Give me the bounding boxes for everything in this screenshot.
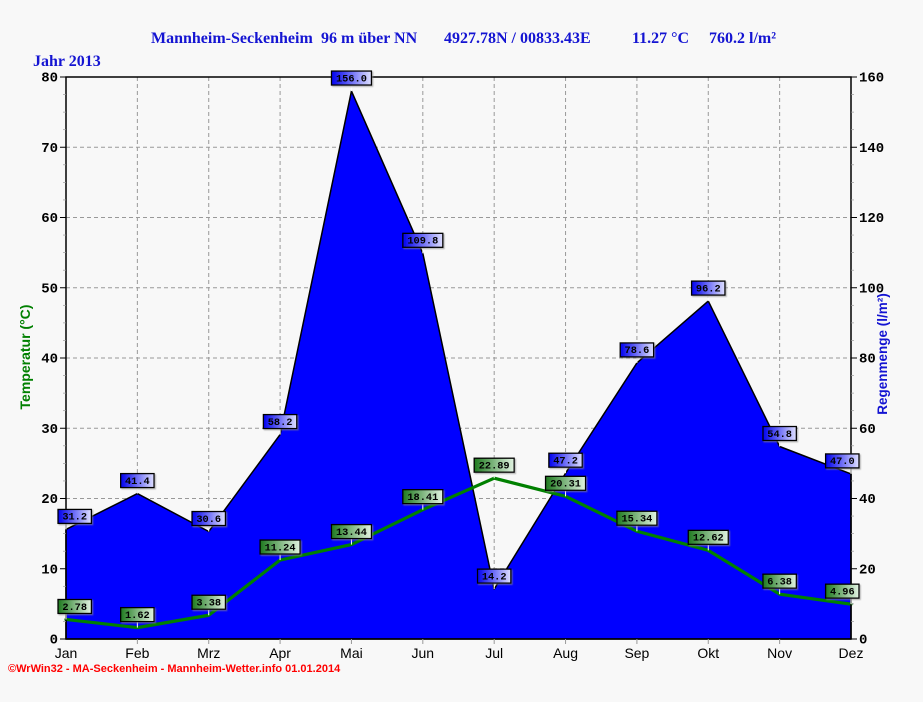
svg-text:©WrWin32 - MA-Seckenheim - Man: ©WrWin32 - MA-Seckenheim - Mannheim-Wett…: [8, 663, 341, 675]
svg-text:Apr: Apr: [269, 645, 291, 661]
svg-text:3.38: 3.38: [196, 598, 221, 610]
svg-text:140: 140: [859, 141, 884, 157]
svg-text:1.62: 1.62: [125, 610, 150, 622]
svg-text:13.44: 13.44: [336, 527, 367, 539]
svg-text:Temperatur (°C): Temperatur (°C): [17, 305, 33, 410]
svg-text:54.8: 54.8: [767, 429, 792, 441]
svg-text:11.24: 11.24: [265, 542, 296, 554]
svg-text:20: 20: [41, 492, 58, 508]
svg-text:60: 60: [859, 422, 876, 438]
svg-text:Jul: Jul: [485, 645, 503, 661]
svg-text:50: 50: [41, 281, 58, 297]
svg-text:31.2: 31.2: [62, 512, 87, 524]
svg-text:Mannheim-Seckenheim: Mannheim-Seckenheim: [151, 30, 313, 47]
svg-text:6.38: 6.38: [767, 576, 792, 588]
svg-text:10: 10: [41, 562, 58, 578]
svg-text:Regenmenge (l/m²): Regenmenge (l/m²): [875, 293, 890, 415]
svg-text:30.6: 30.6: [196, 514, 221, 526]
svg-text:18.41: 18.41: [407, 492, 438, 504]
svg-text:60: 60: [41, 211, 58, 227]
svg-text:47.0: 47.0: [830, 456, 855, 468]
svg-text:Sep: Sep: [624, 645, 649, 661]
svg-text:12.62: 12.62: [693, 533, 724, 545]
svg-text:11.27 °C: 11.27 °C: [632, 30, 689, 47]
svg-text:Aug: Aug: [553, 645, 578, 661]
svg-text:Jan: Jan: [55, 645, 78, 661]
svg-text:Okt: Okt: [697, 645, 719, 661]
svg-text:80: 80: [41, 71, 58, 87]
svg-text:70: 70: [41, 141, 58, 157]
svg-text:22.89: 22.89: [479, 461, 510, 473]
svg-text:96 m über NN: 96 m über NN: [321, 30, 418, 47]
svg-text:156.0: 156.0: [336, 73, 367, 85]
svg-text:2.78: 2.78: [62, 602, 87, 614]
svg-text:15.34: 15.34: [621, 514, 652, 526]
svg-text:96.2: 96.2: [696, 283, 721, 295]
svg-text:58.2: 58.2: [268, 417, 293, 429]
svg-text:120: 120: [859, 211, 884, 227]
svg-text:4927.78N / 00833.43E: 4927.78N / 00833.43E: [444, 30, 591, 47]
svg-text:4.96: 4.96: [830, 586, 855, 598]
svg-text:41.4: 41.4: [125, 476, 150, 488]
svg-text:109.8: 109.8: [407, 236, 438, 248]
svg-text:Nov: Nov: [767, 645, 792, 661]
svg-text:78.6: 78.6: [625, 345, 650, 357]
svg-text:Jun: Jun: [412, 645, 435, 661]
svg-text:Feb: Feb: [125, 645, 149, 661]
svg-text:30: 30: [41, 422, 58, 438]
svg-text:Jahr 2013: Jahr 2013: [33, 53, 101, 70]
svg-text:40: 40: [41, 352, 58, 368]
svg-text:Mrz: Mrz: [197, 645, 220, 661]
svg-text:Dez: Dez: [839, 645, 864, 661]
svg-text:20.31: 20.31: [550, 479, 581, 491]
svg-text:14.2: 14.2: [482, 571, 507, 583]
svg-text:47.2: 47.2: [553, 456, 578, 468]
svg-text:760.2 l/m²: 760.2 l/m²: [709, 30, 776, 47]
svg-text:80: 80: [859, 352, 876, 368]
svg-text:Mai: Mai: [340, 645, 363, 661]
svg-text:160: 160: [859, 71, 884, 87]
svg-text:20: 20: [859, 562, 876, 578]
svg-text:40: 40: [859, 492, 876, 508]
